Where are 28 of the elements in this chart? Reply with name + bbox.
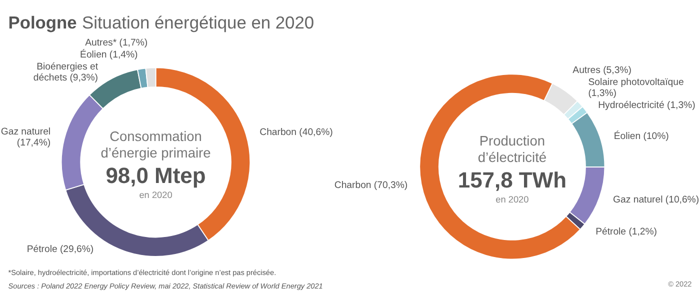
text: en 2020	[139, 190, 172, 200]
data-label: (1,3%)	[588, 88, 617, 99]
donut-slice	[419, 74, 581, 260]
slice-label: Éolien (10%)	[614, 130, 669, 142]
slice-label: Gaz naturel (10,6%)	[613, 194, 700, 206]
slice-label: Autres (5,3%)	[572, 64, 632, 76]
slice-label: Autres* (1,7%)	[85, 38, 148, 49]
slice-label: Charbon (40,6%)	[260, 127, 333, 138]
text: d’électricité	[478, 150, 547, 166]
slice-label: Charbon (70,3%)	[334, 180, 408, 192]
slice-label: Pétrole (1,2%)	[596, 226, 657, 238]
text: Consommation	[110, 129, 202, 144]
source-note: Sources : Poland 2022 Energy Policy Review, mai 2022, Statistical Review of World Energy 2021	[8, 282, 323, 291]
text: d’énergie primaire	[100, 145, 212, 160]
text: *Solaire, hydroélectricité, importations d’électricité dont l’origine n’est pas précisée.	[8, 268, 276, 277]
slice-label: Pétrole (29,6%)	[26, 244, 94, 255]
text: 98,0 Mtep	[106, 163, 206, 188]
data-label: (17,4%)	[16, 138, 51, 149]
slice-label: Éolien (1,4%)	[80, 48, 138, 61]
chart-title: Pologne Situation énergétique en 2020	[8, 12, 314, 32]
slice-label: Gaz naturel	[0, 126, 51, 138]
text: 157,8 TWh	[458, 168, 566, 193]
slice-label: Bioénergies et déchets (9,3%)	[33, 61, 98, 84]
text: © 2022	[668, 280, 692, 289]
text: en 2020	[496, 194, 529, 204]
text: Production	[479, 134, 546, 149]
slice-label: Hydroélectricité (1,3%)	[598, 100, 696, 111]
slice-label: Solaire photovoltaïque	[588, 76, 684, 88]
